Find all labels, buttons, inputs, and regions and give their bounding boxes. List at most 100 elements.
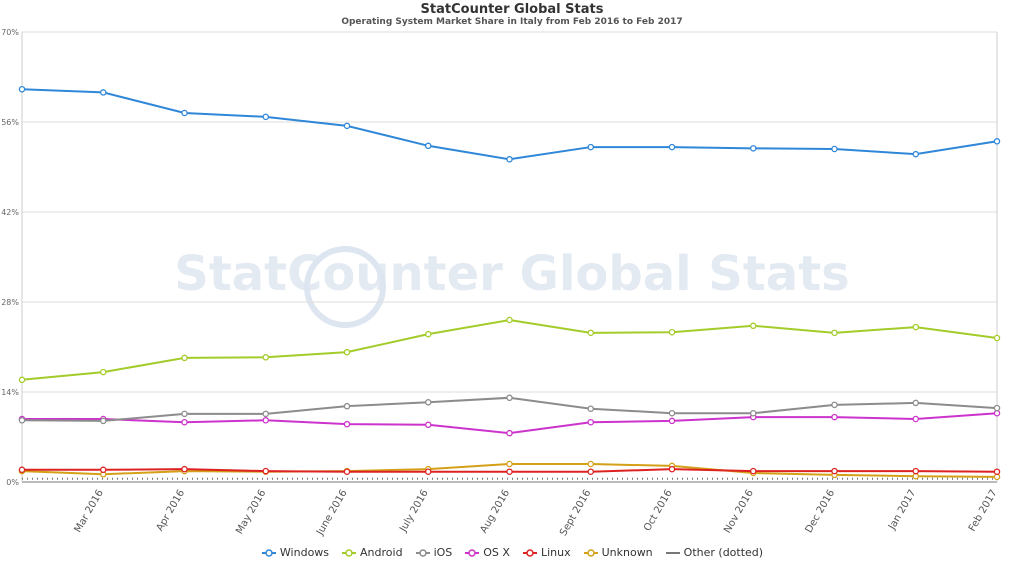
data-point-windows (181, 109, 188, 117)
data-point-linux (343, 468, 351, 475)
legend-item[interactable]: Windows (261, 546, 329, 559)
watermark-globe-icon (304, 246, 386, 328)
data-point-linux (506, 468, 513, 475)
legend-marker-icon (665, 551, 680, 554)
data-point-ios (831, 401, 838, 409)
data-point-ios (912, 399, 920, 407)
legend-label: Linux (540, 546, 571, 559)
chart-title: StatCounter Global Stats (420, 2, 604, 17)
chart-subtitle: Operating System Market Share in Italy f… (341, 17, 683, 27)
data-point-ios (993, 404, 1001, 412)
data-point-ios (506, 394, 513, 402)
legend-label: iOS (433, 546, 453, 559)
data-point-ios (750, 409, 757, 417)
legend-marker-icon (583, 548, 598, 557)
legend-item[interactable]: Linux (522, 546, 571, 559)
data-point-windows (587, 143, 595, 151)
data-point-os-x (343, 420, 351, 428)
data-point-windows (750, 145, 757, 152)
x-tick-label: Apr 2016 (155, 488, 187, 533)
legend-marker-icon (522, 548, 537, 557)
x-tick-label: Dec 2016 (804, 488, 838, 535)
data-point-windows (424, 142, 432, 150)
data-point-os-x (831, 413, 838, 421)
data-point-ios (343, 402, 351, 410)
x-tick-label: Mar 2016 (73, 488, 106, 535)
data-point-linux (993, 468, 1001, 475)
data-point-windows (912, 150, 920, 158)
data-point-windows (506, 156, 513, 163)
legend-item[interactable]: Unknown (583, 546, 653, 559)
data-point-unknown (506, 460, 513, 468)
x-tick-label: July 2016 (398, 488, 431, 535)
legend-label: OS X (483, 546, 510, 559)
data-point-windows (343, 122, 351, 130)
y-tick-label: 56% (1, 118, 19, 127)
data-point-windows (993, 138, 1001, 145)
data-point-android (424, 330, 432, 338)
data-point-os-x (993, 409, 1001, 417)
legend-label: Unknown (601, 546, 653, 559)
data-point-linux (831, 467, 838, 475)
data-point-android (831, 329, 838, 337)
data-point-windows (831, 145, 838, 153)
x-tick-label: Aug 2016 (478, 488, 512, 535)
data-point-os-x (912, 415, 920, 423)
data-point-windows (262, 113, 269, 121)
x-tick-label: Nov 2016 (722, 488, 756, 535)
data-point-linux (668, 465, 676, 473)
data-point-linux (587, 468, 595, 475)
y-tick-label: 14% (1, 388, 19, 397)
data-point-android (100, 368, 107, 376)
x-tick-label: May 2016 (234, 488, 268, 536)
watermark: StatCounter Global Stats (174, 246, 849, 302)
data-point-windows (668, 143, 676, 151)
data-point-unknown (587, 460, 595, 468)
data-point-ios (181, 410, 188, 418)
data-point-windows (100, 89, 107, 96)
legend-marker-icon (415, 548, 430, 557)
x-tick-label: June 2016 (314, 488, 349, 538)
data-point-os-x (587, 418, 595, 426)
data-point-android (912, 323, 920, 331)
data-point-os-x (506, 429, 513, 437)
series-line-android (21, 318, 998, 381)
data-point-android (343, 348, 351, 356)
legend-item[interactable]: Other (dotted) (665, 546, 763, 559)
data-point-unknown (912, 472, 920, 480)
data-point-linux (100, 466, 107, 474)
legend-marker-icon (342, 548, 357, 557)
y-tick-label: 28% (1, 298, 19, 307)
data-point-os-x (181, 418, 188, 426)
data-point-windows (18, 85, 26, 93)
data-point-ios (100, 417, 107, 425)
data-point-linux (262, 467, 269, 475)
data-point-android (750, 322, 757, 330)
data-point-linux (750, 467, 757, 475)
legend-marker-icon (261, 548, 276, 557)
legend-label: Android (360, 546, 403, 559)
data-point-ios (262, 410, 269, 418)
data-point-linux (18, 466, 26, 474)
data-point-android (993, 334, 1001, 342)
data-point-ios (424, 399, 432, 406)
data-point-ios (18, 417, 26, 424)
data-point-linux (912, 467, 920, 475)
legend: Windows Android iOS OS X Linux Unknown Other (… (0, 546, 1024, 559)
legend-item[interactable]: iOS (415, 546, 453, 559)
data-point-android (668, 328, 676, 336)
data-point-android (18, 376, 26, 384)
legend-item[interactable]: Android (341, 546, 403, 559)
x-tick-label: Sept 2016 (558, 488, 593, 538)
legend-item[interactable]: OS X (464, 546, 510, 559)
x-tick-label: Oct 2016 (642, 488, 674, 533)
data-point-ios (668, 409, 676, 417)
data-point-linux (181, 465, 188, 473)
data-point-ios (587, 405, 595, 412)
x-tick-label: Jan 2017 (886, 488, 918, 533)
data-point-android (181, 354, 188, 362)
legend-label: Windows (279, 546, 330, 559)
x-tick-label: Feb 2017 (967, 488, 1000, 534)
data-point-os-x (668, 417, 676, 425)
